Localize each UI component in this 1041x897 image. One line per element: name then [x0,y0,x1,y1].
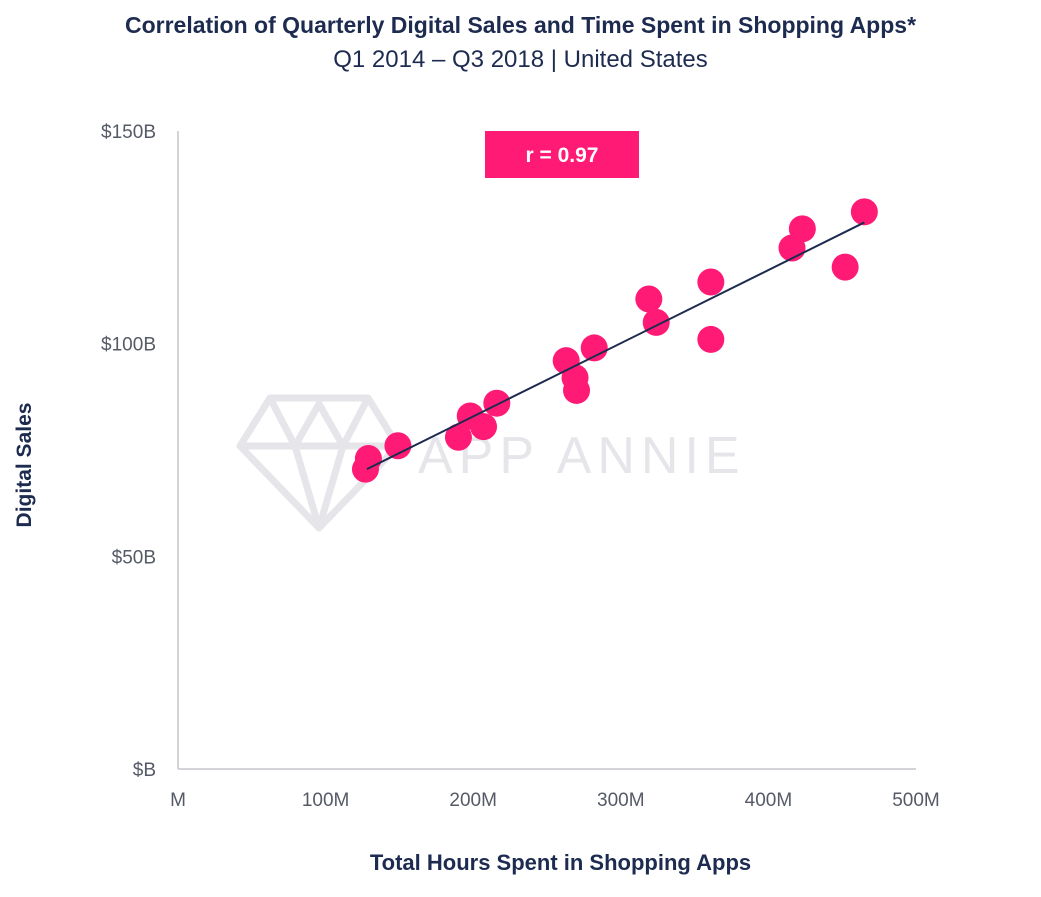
correlation-badge: r = 0.97 [485,131,639,178]
chart-title: Correlation of Quarterly Digital Sales a… [124,12,917,38]
trendline [366,221,865,471]
data-point [635,285,663,313]
x-axis-label: Total Hours Spent in Shopping Apps [369,850,752,875]
x-tick-label: 400M [745,790,793,811]
data-point [580,334,608,362]
y-tick-label: $150B [101,122,156,143]
y-tick-label: $B [133,760,156,781]
y-tick-label: $50B [112,547,156,568]
data-point [470,413,498,441]
x-tick-label: 200M [449,790,497,811]
trendline-line [366,221,865,471]
data-point [850,198,878,226]
data-point [483,389,511,417]
data-point [788,215,816,243]
correlation-label: r = 0.97 [526,144,599,167]
x-tick-label: 300M [597,790,645,811]
tick-labels: M 100M 200M 300M 400M 500M $B $50B $100B $150B [101,122,940,811]
diamond-logo-icon [236,394,402,532]
y-tick-label: $100B [101,335,156,356]
data-point [831,253,859,281]
chart-subtitle: Q1 2014 – Q3 2018 | United States [333,46,708,73]
data-point [642,308,670,336]
x-tick-label: 500M [892,790,940,811]
data-point [384,432,412,460]
data-point [444,423,472,451]
axes [177,131,916,770]
data-point [563,376,591,404]
x-tick-label: M [170,790,186,811]
data-point [697,325,725,353]
x-tick-label: 100M [302,790,350,811]
data-point [697,268,725,296]
correlation-badge-background [485,131,639,178]
